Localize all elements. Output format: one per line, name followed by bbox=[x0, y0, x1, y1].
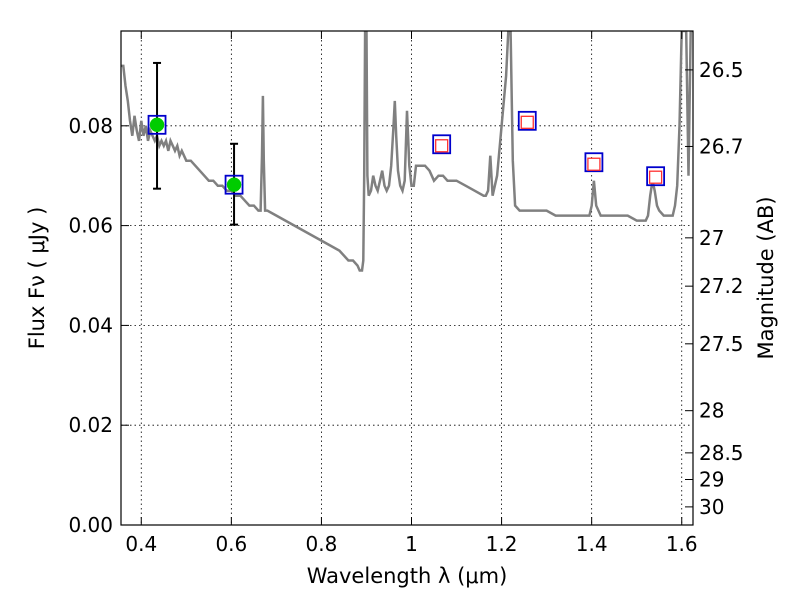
model-photometry-box-3 bbox=[517, 110, 537, 131]
mag-tick-label-0: 26.5 bbox=[699, 58, 744, 82]
mag-tick-label-2: 27 bbox=[699, 226, 724, 250]
y-tick-label-1: 0.02 bbox=[68, 413, 113, 437]
observed-point-1 bbox=[226, 177, 242, 192]
plot-frame bbox=[120, 30, 694, 526]
predicted-point-2 bbox=[587, 157, 601, 171]
grid-layer bbox=[121, 31, 693, 526]
predicted-point-1 bbox=[520, 115, 534, 129]
model-photometry-box-2 bbox=[432, 134, 452, 155]
right-y-axis-label: Magnitude (AB) bbox=[754, 196, 778, 359]
observed-point-0 bbox=[149, 117, 165, 133]
x-tick-label-4: 1.2 bbox=[486, 532, 518, 556]
marks-layer bbox=[147, 61, 666, 226]
model-photometry-box-0 bbox=[147, 114, 167, 135]
x-tick-label-5: 1.4 bbox=[576, 532, 608, 556]
x-tick-label-6: 1.6 bbox=[666, 532, 698, 556]
predicted-point-3 bbox=[648, 170, 663, 184]
model-photometry-box-5 bbox=[646, 166, 666, 187]
x-axis-label: Wavelength λ (μm) bbox=[307, 564, 508, 588]
mag-tick-label-5: 28 bbox=[699, 399, 724, 423]
y-tick-label-4: 0.08 bbox=[68, 114, 113, 138]
y-axis-label: Flux Fν ( μJy ) bbox=[25, 207, 49, 350]
mag-tick-label-7: 29 bbox=[699, 467, 724, 491]
model-photometry-box-4 bbox=[584, 152, 604, 173]
plot-area bbox=[121, 31, 693, 272]
y-tick-label-0: 0.00 bbox=[68, 513, 113, 537]
mag-tick-label-6: 28.5 bbox=[699, 441, 744, 465]
mag-tick-label-8: 30 bbox=[699, 495, 724, 519]
mag-tick-label-3: 27.2 bbox=[699, 274, 744, 298]
model-spectrum-line bbox=[121, 31, 693, 272]
mag-tick-label-1: 26.7 bbox=[699, 134, 744, 158]
tick-layer: 0.4 0.6 0.8 1 1.2 1.4 1.6 0.00 0.02 0.04 0.06 0.08 2… bbox=[68, 31, 744, 556]
y-tick-label-2: 0.04 bbox=[68, 313, 113, 337]
x-tick-label-3: 1 bbox=[405, 532, 418, 556]
y-tick-label-3: 0.06 bbox=[68, 214, 113, 238]
mag-tick-label-4: 27.5 bbox=[699, 332, 744, 356]
x-tick-label-2: 0.8 bbox=[306, 532, 338, 556]
x-tick-label-0: 0.4 bbox=[125, 532, 157, 556]
predicted-point-0 bbox=[435, 139, 449, 153]
model-photometry-box-1 bbox=[224, 174, 244, 195]
x-tick-label-1: 0.6 bbox=[215, 532, 247, 556]
